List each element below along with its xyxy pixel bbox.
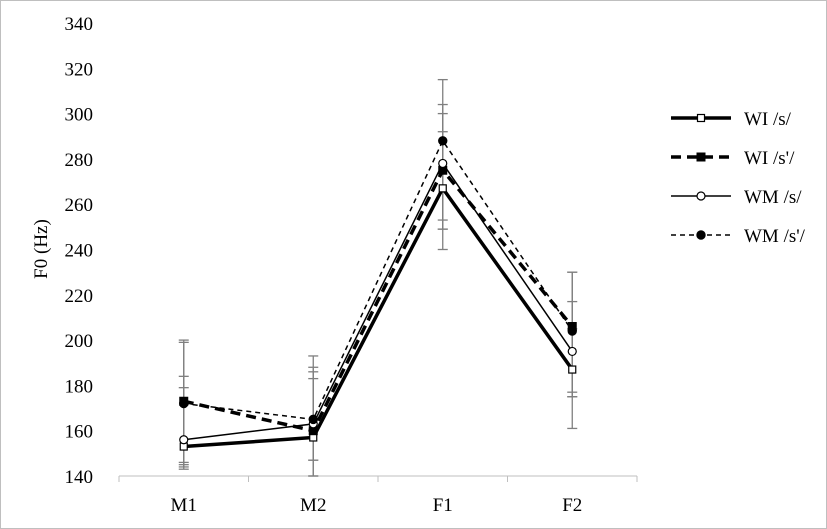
legend: WI /s/WI /s'/ WM /s/WM /s'/ bbox=[671, 109, 806, 247]
x-tick-label: M2 bbox=[300, 495, 326, 516]
series-markers bbox=[179, 136, 577, 451]
y-tick-label: 200 bbox=[65, 331, 94, 352]
legend-marker-2 bbox=[696, 152, 706, 162]
series-line-1 bbox=[183, 185, 574, 449]
data-point bbox=[567, 326, 577, 336]
data-point bbox=[179, 398, 189, 409]
y-tick-label: 260 bbox=[65, 195, 94, 216]
series-line-4 bbox=[183, 139, 573, 421]
legend-marker-1 bbox=[696, 113, 706, 123]
legend-label-2: WI /s'/ bbox=[744, 148, 795, 169]
data-point bbox=[438, 184, 447, 193]
x-tick-label: F1 bbox=[433, 495, 453, 516]
data-point bbox=[179, 435, 189, 445]
legend-label-3: WM /s/ bbox=[744, 187, 802, 208]
y-axis-ticks: 140 160 180 200 220 240 260 280 300 320 340 bbox=[65, 14, 94, 488]
x-tick-label: F2 bbox=[562, 495, 582, 516]
y-axis-title: F0 (Hz) bbox=[31, 219, 52, 279]
legend-label-1: WI /s/ bbox=[744, 109, 792, 130]
y-tick-label: 140 bbox=[65, 467, 94, 488]
y-tick-label: 320 bbox=[65, 59, 94, 80]
y-tick-label: 220 bbox=[65, 286, 94, 307]
data-point bbox=[567, 346, 577, 357]
x-tick-label: M1 bbox=[171, 495, 197, 516]
data-point bbox=[438, 136, 448, 146]
y-tick-label: 180 bbox=[65, 376, 94, 397]
y-tick-label: 160 bbox=[65, 422, 94, 443]
y-tick-label: 280 bbox=[65, 150, 94, 171]
series-line-3 bbox=[183, 161, 573, 441]
data-point bbox=[438, 158, 448, 169]
y-tick-label: 240 bbox=[65, 241, 94, 262]
legend-marker-4 bbox=[696, 230, 706, 240]
legend-marker-3 bbox=[696, 191, 706, 201]
series-line-2 bbox=[183, 167, 574, 433]
data-point bbox=[308, 414, 318, 425]
series-lines bbox=[183, 139, 574, 449]
y-tick-label: 340 bbox=[65, 14, 94, 35]
y-tick-label: 300 bbox=[65, 105, 94, 126]
error-bars bbox=[178, 78, 578, 477]
data-point bbox=[568, 365, 577, 374]
legend-label-4: WM /s'/ bbox=[744, 226, 806, 247]
x-axis-ticks: M1 M2 F1 F2 bbox=[118, 476, 638, 516]
